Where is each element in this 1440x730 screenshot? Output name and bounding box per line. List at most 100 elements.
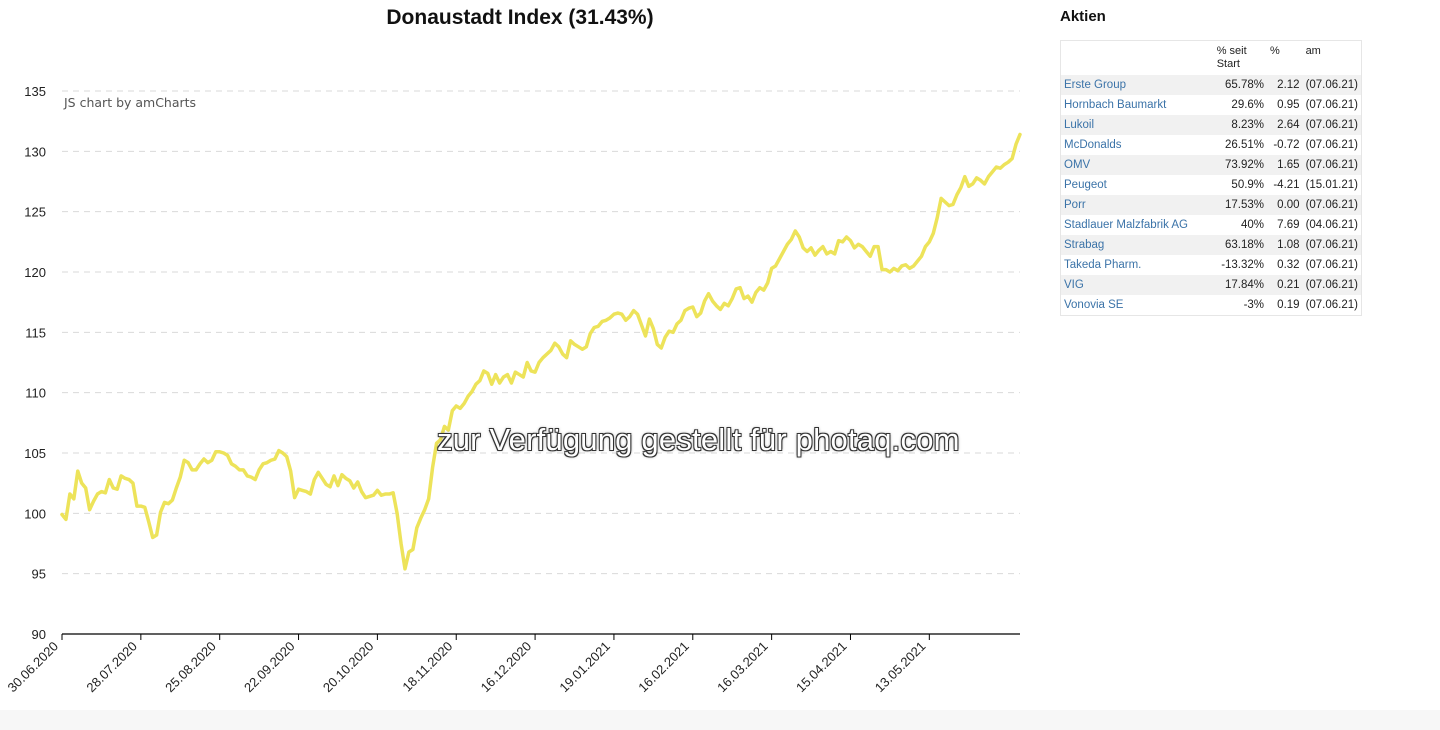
date-value: (07.06.21)	[1305, 119, 1358, 131]
table-row: OMV 73.92% 1.65 (07.06.21)	[1060, 155, 1362, 175]
stock-name-link[interactable]: Strabag	[1064, 239, 1105, 251]
y-tick-label: 90	[32, 627, 46, 642]
tick-labels: 90 95 100 105 110 115 120 125 130 135 30.06.2020 28…	[4, 84, 928, 695]
chart-title: Donaustadt Index (31.43%)	[386, 6, 654, 29]
amcharts-credit-link[interactable]: JS chart by amCharts	[64, 95, 197, 110]
table-row: Strabag 63.18% 1.08 (07.06.21)	[1060, 235, 1362, 255]
since-start-value: 65.78%	[1225, 79, 1265, 91]
percent-change-value: 0.32	[1277, 259, 1300, 271]
x-tick-label: 30.06.2020	[4, 639, 61, 696]
date-value: (04.06.21)	[1305, 219, 1358, 231]
line-chart: 90 95 100 105 110 115 120 125 130 135 30.06.2020 28…	[4, 84, 1022, 695]
y-tick-label: 135	[24, 84, 46, 99]
since-start-value: 63.18%	[1225, 239, 1265, 251]
since-start-value: 50.9%	[1231, 179, 1265, 191]
since-start-value: 73.92%	[1225, 159, 1265, 171]
since-start-value: -3%	[1243, 299, 1265, 311]
y-tick-label: 95	[32, 567, 46, 582]
date-value: (07.06.21)	[1305, 259, 1358, 271]
x-tick-label: 25.08.2020	[162, 639, 219, 696]
table-row: VIG 17.84% 0.21 (07.06.21)	[1060, 275, 1362, 295]
percent-change-value: 2.64	[1277, 119, 1300, 131]
index-series-line	[60, 132, 1022, 571]
stock-name-link[interactable]: VIG	[1064, 279, 1084, 291]
percent-change-value: 0.21	[1277, 279, 1300, 291]
y-tick-label: 115	[25, 325, 46, 340]
x-tick-label: 28.07.2020	[83, 639, 140, 696]
x-tick-label: 20.10.2020	[320, 639, 377, 696]
date-value: (07.06.21)	[1305, 299, 1358, 311]
stock-name-link[interactable]: Lukoil	[1064, 119, 1095, 131]
since-start-value: 26.51%	[1225, 139, 1265, 151]
percent-change-value: 0.00	[1277, 199, 1300, 211]
stock-name-link[interactable]: OMV	[1064, 159, 1091, 171]
x-tick-label: 16.03.2021	[714, 639, 771, 696]
x-tick-label: 16.12.2020	[478, 639, 535, 696]
percent-change-value: -4.21	[1273, 179, 1300, 191]
y-tick-label: 125	[24, 205, 46, 220]
panel-title: Aktien	[1060, 8, 1106, 25]
date-value: (07.06.21)	[1305, 79, 1358, 91]
stock-name-link[interactable]: Peugeot	[1064, 179, 1107, 191]
table-header-row: % seit Start % am	[1061, 41, 1362, 76]
table-row: Vonovia SE -3% 0.19 (07.06.21)	[1061, 295, 1362, 316]
stock-name-link[interactable]: Porr	[1064, 199, 1086, 211]
percent-change-value: -0.72	[1273, 139, 1300, 151]
y-tick-label: 130	[24, 144, 46, 159]
percent-change-value: 1.08	[1277, 239, 1300, 251]
x-tick-label: 22.09.2020	[241, 639, 298, 696]
stock-name-link[interactable]: Hornbach Baumarkt	[1064, 99, 1167, 111]
column-header-percent: %	[1270, 45, 1280, 57]
series-layer	[60, 132, 1022, 571]
percent-change-value: 2.12	[1277, 79, 1300, 91]
x-tick-label: 16.02.2021	[635, 639, 692, 696]
watermark-text: zur Verfügung gestellt für photaq.com	[437, 422, 960, 457]
percent-change-value: 7.69	[1277, 219, 1300, 231]
column-header-name	[1061, 41, 1214, 76]
percent-change-value: 0.95	[1277, 99, 1300, 111]
percent-change-value: 0.19	[1277, 299, 1300, 311]
table-row: Erste Group 65.78% 2.12 (07.06.21)	[1060, 75, 1362, 95]
y-tick-label: 100	[24, 506, 46, 521]
percent-change-value: 1.65	[1277, 159, 1300, 171]
x-tick-label: 13.05.2021	[872, 639, 929, 696]
table-row: Porr 17.53% 0.00 (07.06.21)	[1060, 195, 1362, 215]
stock-name-link[interactable]: Takeda Pharm.	[1064, 259, 1142, 271]
axes	[61, 633, 1020, 640]
column-header-date: am	[1305, 45, 1321, 57]
column-header-since-start: % seit Start	[1216, 45, 1247, 70]
table-row: Hornbach Baumarkt 29.6% 0.95 (07.06.21)	[1061, 95, 1362, 115]
date-value: (07.06.21)	[1305, 199, 1358, 211]
y-tick-label: 105	[24, 446, 46, 461]
table-row: Takeda Pharm. -13.32% 0.32 (07.06.21)	[1061, 255, 1362, 275]
date-value: (15.01.21)	[1305, 179, 1358, 191]
stock-name-link[interactable]: Erste Group	[1064, 79, 1126, 91]
table-row: Peugeot 50.9% -4.21 (15.01.21)	[1061, 175, 1362, 195]
date-value: (07.06.21)	[1305, 99, 1358, 111]
x-tick-label: 18.11.2020	[399, 639, 455, 695]
table-row: Stadlauer Malzfabrik AG 40% 7.69 (04.06.21)	[1061, 215, 1362, 235]
y-tick-label: 110	[25, 386, 46, 401]
x-tick-label: 19.01.2021	[556, 639, 613, 696]
date-value: (07.06.21)	[1305, 279, 1358, 291]
stocks-table-body: Erste Group 65.78% 2.12 (07.06.21) Hornbach …	[1060, 75, 1362, 316]
x-tick-label: 15.04.2021	[793, 639, 850, 696]
date-value: (07.06.21)	[1305, 159, 1358, 171]
table-row: McDonalds 26.51% -0.72 (07.06.21)	[1061, 135, 1362, 155]
y-tick-label: 120	[24, 265, 46, 280]
table-row: Lukoil 8.23% 2.64 (07.06.21)	[1060, 115, 1362, 135]
since-start-value: 8.23%	[1231, 119, 1265, 131]
stock-name-link[interactable]: Vonovia SE	[1064, 299, 1124, 311]
stock-name-link[interactable]: McDonalds	[1064, 139, 1122, 151]
since-start-value: -13.32%	[1221, 259, 1265, 271]
date-value: (07.06.21)	[1305, 139, 1358, 151]
stocks-table: % seit Start % am Erste Group 65.78% 2.12 (…	[1060, 40, 1362, 316]
grid-lines	[62, 90, 1020, 575]
bottom-strip	[0, 710, 1440, 730]
since-start-value: 29.6%	[1231, 99, 1265, 111]
since-start-value: 17.84%	[1225, 279, 1265, 291]
since-start-value: 40%	[1241, 219, 1265, 231]
stock-name-link[interactable]: Stadlauer Malzfabrik AG	[1064, 219, 1189, 231]
date-value: (07.06.21)	[1305, 239, 1358, 251]
stocks-panel: Aktien % seit Start % am Erste Group 65.7…	[1060, 8, 1370, 316]
